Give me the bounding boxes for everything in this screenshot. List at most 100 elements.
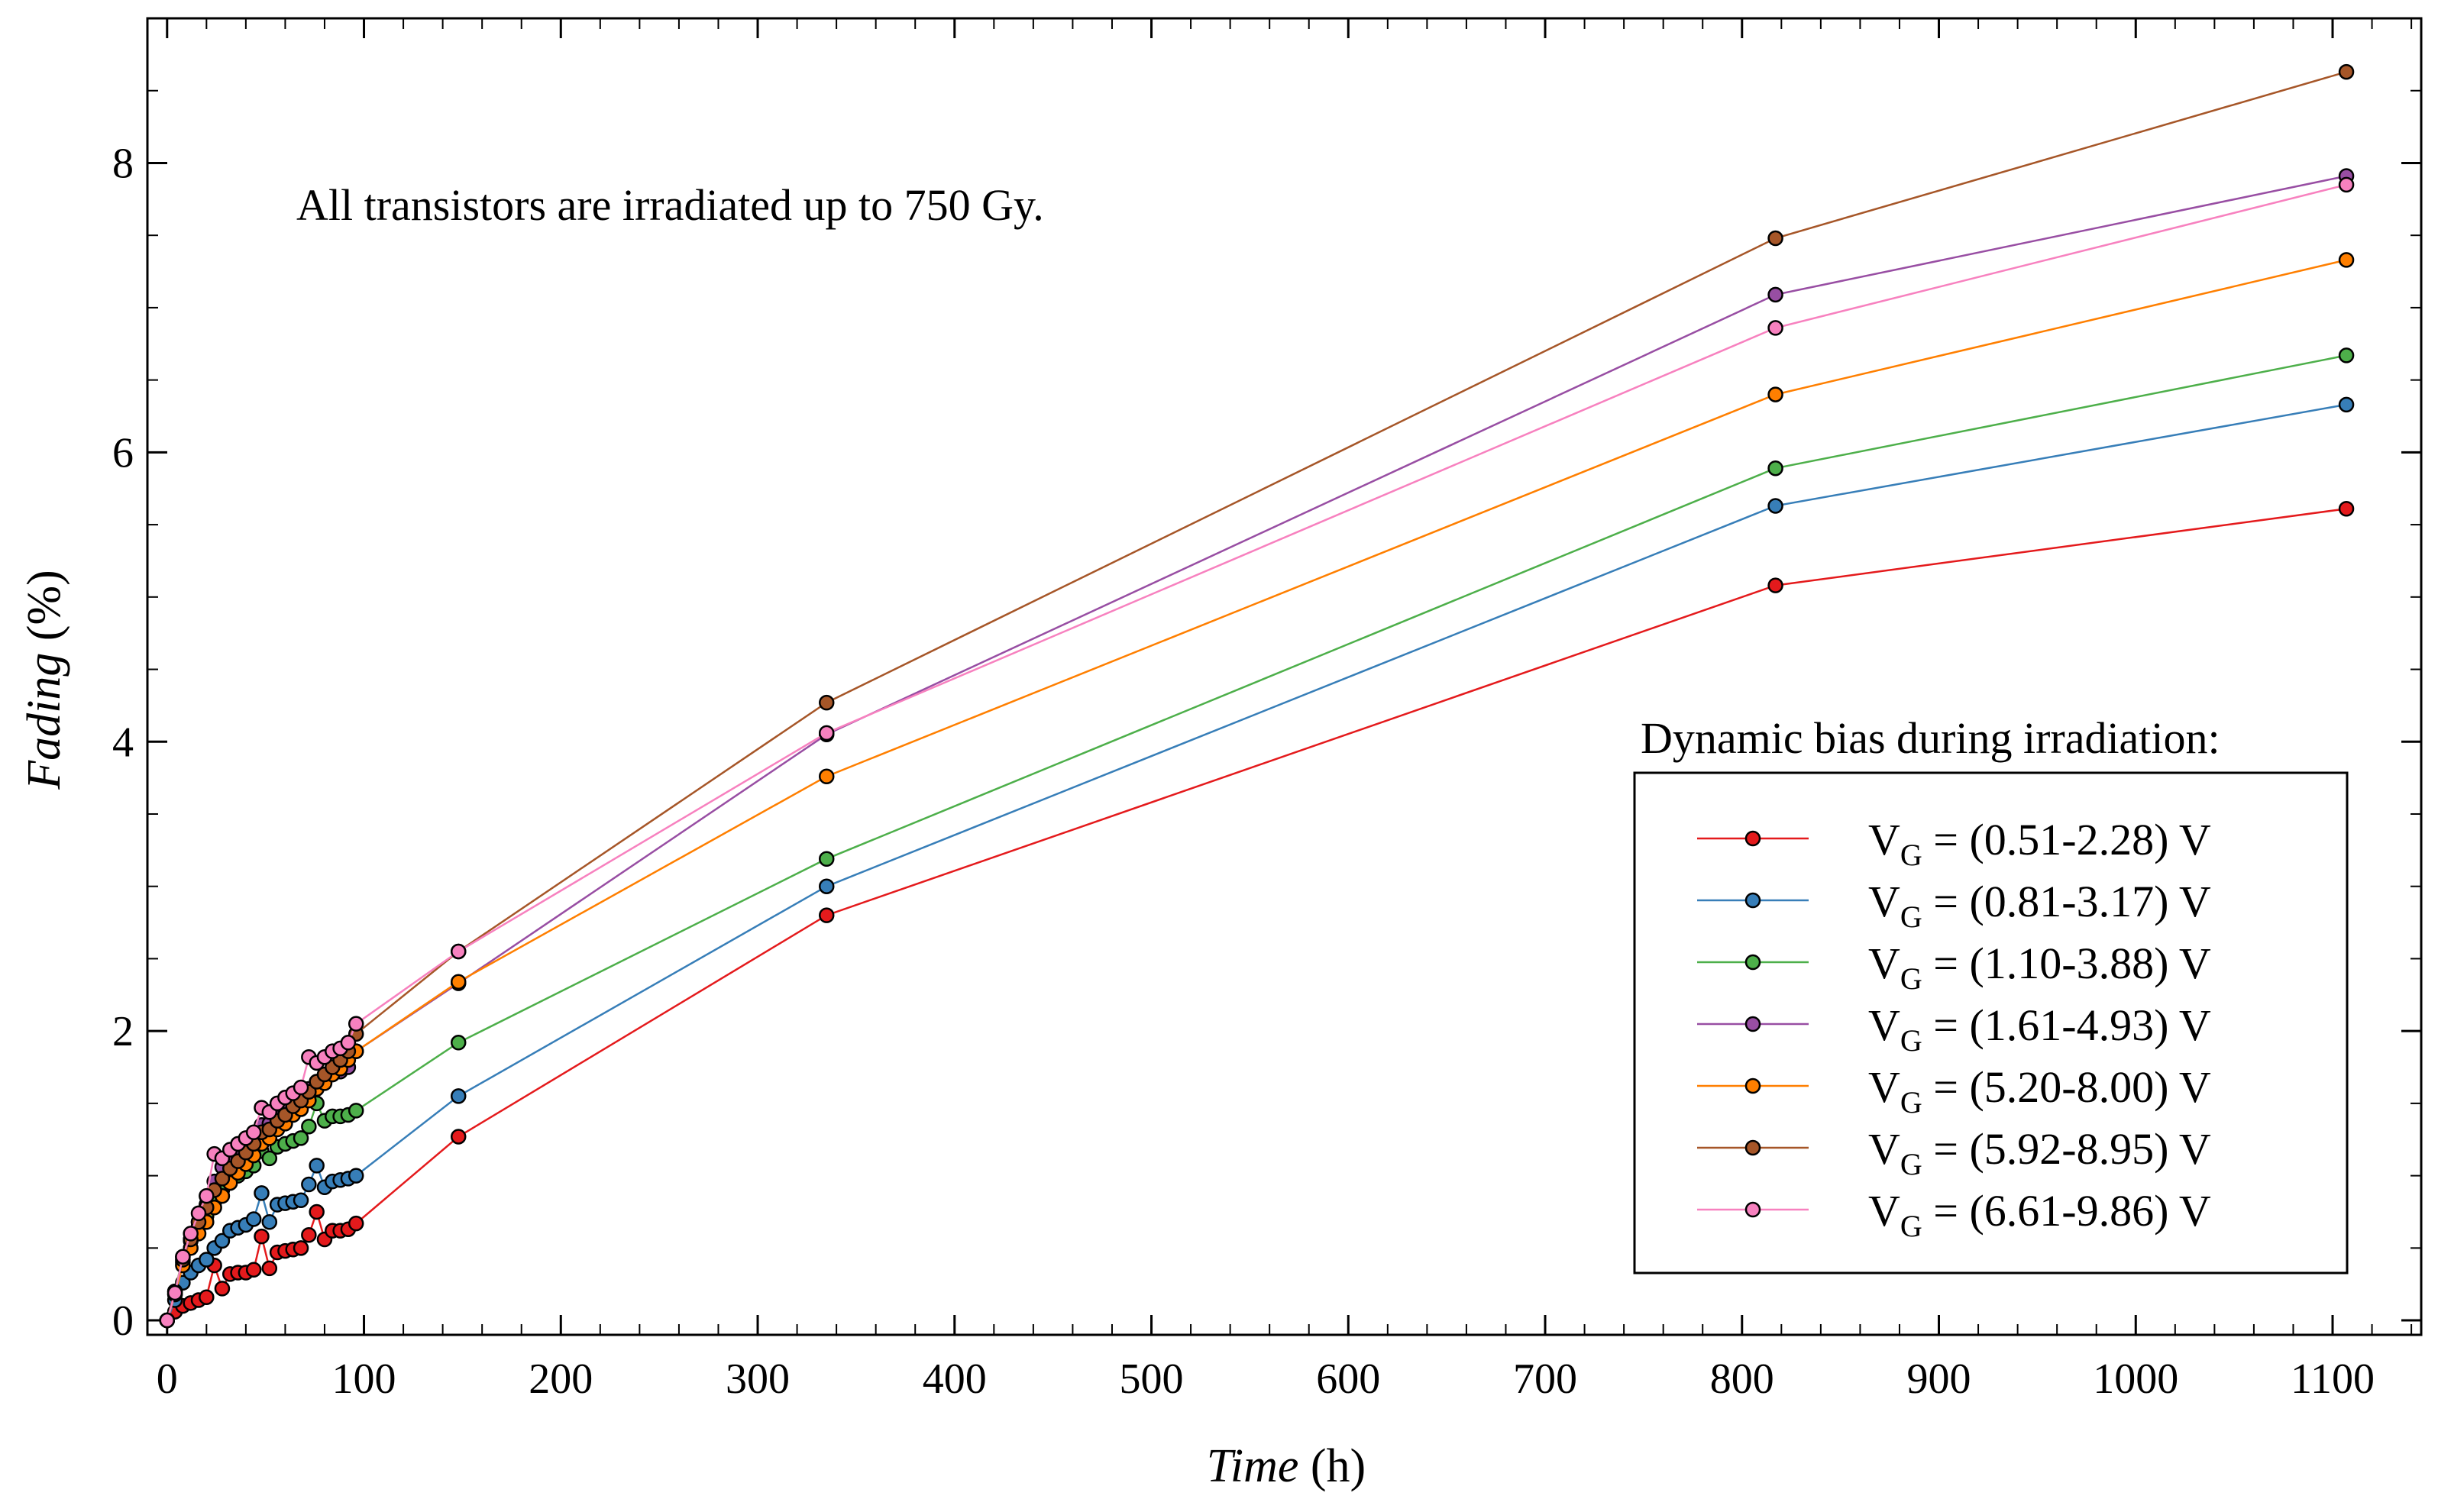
- legend-label-var: V: [1868, 1124, 1900, 1174]
- chart-annotation: All transistors are irradiated up to 750…: [296, 180, 1044, 230]
- x-tick-label: 500: [1120, 1355, 1184, 1403]
- data-point: [245, 1262, 262, 1278]
- legend-marker: [1744, 1016, 1761, 1032]
- legend-label-subscript: G: [1900, 1147, 1922, 1181]
- x-axis-label: Time (h): [1207, 1440, 1366, 1492]
- data-point: [1767, 386, 1783, 402]
- legend-marker: [1744, 1139, 1761, 1156]
- legend-label: VG = (6.61-9.86) V: [1868, 1186, 2211, 1243]
- data-point: [183, 1226, 199, 1242]
- data-series: [159, 63, 2355, 1329]
- data-point: [199, 1252, 215, 1268]
- data-point: [293, 1192, 309, 1209]
- data-point: [301, 1118, 317, 1135]
- x-tick-label: 900: [1907, 1355, 1971, 1403]
- series-7: [159, 176, 2355, 1329]
- y-tick-label: 8: [112, 140, 134, 187]
- data-point: [818, 725, 835, 741]
- data-point: [309, 1158, 325, 1174]
- legend-label-range: = (5.92-8.95) V: [1922, 1124, 2211, 1174]
- y-tick-label: 0: [112, 1297, 134, 1345]
- data-point: [293, 1130, 309, 1146]
- legend-label-range: = (0.81-3.17) V: [1922, 877, 2211, 926]
- data-point: [2338, 396, 2355, 413]
- legend-label-subscript: G: [1900, 900, 1922, 934]
- data-point: [818, 878, 835, 894]
- y-axis-label-unit: (%): [18, 570, 70, 652]
- data-point: [818, 907, 835, 923]
- legend-label: VG = (1.10-3.88) V: [1868, 939, 2211, 996]
- x-axis-label-italic: Time: [1207, 1440, 1299, 1492]
- data-point: [254, 1228, 270, 1245]
- x-tick-label: 1100: [2291, 1355, 2375, 1403]
- legend-label: VG = (0.81-3.17) V: [1868, 877, 2211, 934]
- data-point: [818, 768, 835, 784]
- data-point: [1767, 577, 1783, 593]
- legend-label: VG = (1.61-4.93) V: [1868, 1000, 2211, 1058]
- data-point: [348, 1016, 364, 1032]
- legend-label-subscript: G: [1900, 1209, 1922, 1243]
- x-tick-label: 0: [157, 1355, 178, 1403]
- legend-label-var: V: [1868, 815, 1900, 864]
- legend-label-range: = (0.51-2.28) V: [1922, 815, 2211, 864]
- plot-frame: [146, 17, 2423, 1336]
- data-point: [214, 1171, 231, 1187]
- data-point: [254, 1185, 270, 1201]
- data-point: [199, 1187, 215, 1204]
- data-point: [340, 1035, 357, 1051]
- legend-label-range: = (6.61-9.86) V: [1922, 1186, 2211, 1236]
- data-point: [159, 1312, 176, 1329]
- data-point: [175, 1249, 191, 1265]
- data-point: [1767, 230, 1783, 247]
- data-point: [2338, 347, 2355, 363]
- x-tick-label: 300: [726, 1355, 790, 1403]
- data-point: [1767, 498, 1783, 514]
- legend-label-var: V: [1868, 1186, 1900, 1236]
- legend-label-subscript: G: [1900, 1085, 1922, 1119]
- legend-marker: [1744, 1201, 1761, 1218]
- data-point: [261, 1150, 278, 1167]
- legend-label: VG = (5.20-8.00) V: [1868, 1062, 2211, 1119]
- data-point: [450, 1129, 467, 1145]
- data-point: [245, 1124, 262, 1141]
- x-tick-label: 100: [332, 1355, 396, 1403]
- x-tick-label: 800: [1710, 1355, 1774, 1403]
- legend-label-var: V: [1868, 1000, 1900, 1050]
- data-point: [190, 1205, 207, 1222]
- legend-marker: [1744, 954, 1761, 971]
- data-point: [2338, 176, 2355, 193]
- legend-label-subscript: G: [1900, 1023, 1922, 1058]
- data-point: [2338, 252, 2355, 268]
- data-point: [293, 1079, 309, 1096]
- data-point: [450, 974, 467, 990]
- legend-label-range: = (1.61-4.93) V: [1922, 1000, 2211, 1050]
- data-point: [1767, 460, 1783, 477]
- series-1: [159, 500, 2355, 1329]
- data-point: [348, 1168, 364, 1184]
- legend-marker: [1744, 1077, 1761, 1094]
- data-point: [261, 1213, 278, 1230]
- data-point: [818, 694, 835, 711]
- series-2: [159, 396, 2355, 1329]
- legend-title: Dynamic bias during irradiation:: [1641, 713, 2220, 763]
- data-point: [261, 1260, 278, 1277]
- data-point: [214, 1281, 231, 1297]
- x-tick-label: 200: [529, 1355, 593, 1403]
- legend-label-var: V: [1868, 1062, 1900, 1112]
- x-tick-label: 400: [923, 1355, 987, 1403]
- x-tick-label: 600: [1316, 1355, 1380, 1403]
- data-point: [348, 1215, 364, 1232]
- data-point: [2338, 63, 2355, 80]
- data-point: [2338, 500, 2355, 517]
- data-point: [214, 1233, 231, 1249]
- legend-label-var: V: [1868, 877, 1900, 926]
- legend: VG = (0.51-2.28) VVG = (0.81-3.17) VVG =…: [1697, 815, 2211, 1243]
- data-point: [301, 1176, 317, 1193]
- legend-marker: [1744, 830, 1761, 847]
- legend-label-subscript: G: [1900, 838, 1922, 872]
- data-point: [309, 1203, 325, 1220]
- data-point: [1767, 320, 1783, 336]
- data-point: [199, 1289, 215, 1305]
- x-tick-label: 700: [1513, 1355, 1577, 1403]
